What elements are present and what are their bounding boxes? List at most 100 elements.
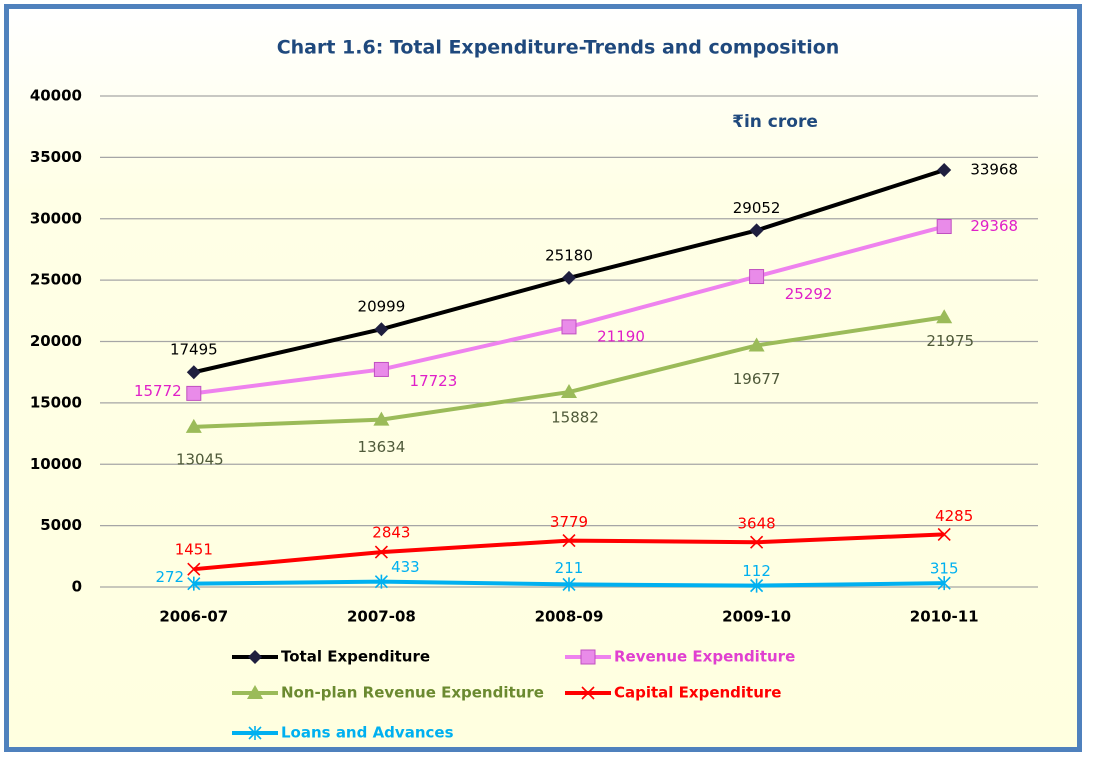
data-label: 19677: [733, 370, 781, 388]
data-point: [749, 269, 765, 285]
legend-item: Revenue Expenditure: [565, 648, 795, 666]
marker-shape: [750, 535, 764, 549]
marker-shape: [373, 361, 389, 377]
marker-shape: [749, 269, 765, 285]
data-label: 2843: [372, 524, 410, 542]
legend-label: Total Expenditure: [281, 648, 430, 666]
data-point: [373, 361, 389, 377]
data-point: [186, 365, 201, 380]
data-label: 25180: [545, 246, 593, 264]
data-label: 17723: [410, 372, 458, 390]
data-label: 15882: [551, 409, 599, 427]
y-tick-label: 35000: [30, 148, 82, 166]
legend-item: Capital Expenditure: [565, 684, 781, 702]
marker-shape: [936, 219, 952, 235]
data-label: 21190: [597, 327, 645, 345]
legend-marker: [581, 686, 595, 700]
marker-shape: [748, 337, 765, 352]
chart-title: Chart 1.6: Total Expenditure-Trends and …: [277, 37, 840, 59]
x-tick-label: 2006-07: [159, 608, 228, 626]
legend-label: Non-plan Revenue Expenditure: [281, 684, 544, 702]
data-point: [186, 385, 202, 401]
data-point: [750, 535, 764, 549]
marker-shape: [561, 384, 577, 399]
legend-label: Capital Expenditure: [614, 684, 781, 702]
data-label: 433: [391, 558, 420, 576]
marker-shape: [186, 385, 202, 401]
marker-shape: [374, 574, 388, 589]
marker-shape: [937, 527, 951, 541]
marker-shape: [187, 576, 201, 591]
data-label: 3648: [738, 515, 776, 533]
y-tick-label: 20000: [30, 332, 82, 350]
data-point: [937, 527, 951, 541]
data-label: 29052: [733, 199, 781, 217]
data-label: 13045: [176, 450, 224, 468]
data-label: 21975: [926, 332, 974, 350]
marker-shape: [750, 578, 764, 593]
data-point: [748, 337, 765, 352]
legend-item: Loans and Advances: [232, 724, 454, 742]
x-tick-label: 2010-11: [910, 608, 979, 626]
y-tick-label: 0: [72, 578, 82, 596]
data-label: 315: [930, 560, 959, 578]
data-label: 4285: [935, 507, 973, 525]
y-tick-label: 5000: [40, 516, 82, 534]
legend-label: Loans and Advances: [281, 724, 454, 742]
marker-shape: [937, 576, 951, 591]
data-point: [187, 562, 201, 576]
data-label: 3779: [550, 513, 588, 531]
data-label: 25292: [785, 285, 833, 303]
marker-shape: [185, 418, 202, 433]
marker-shape: [187, 562, 201, 576]
data-label: 272: [155, 568, 184, 586]
marker-shape: [562, 270, 576, 285]
marker-shape: [937, 163, 952, 178]
x-tick-label: 2007-08: [347, 608, 416, 626]
legend-marker: [247, 685, 263, 699]
data-point: [937, 576, 951, 591]
data-label: 15772: [134, 382, 182, 400]
data-label: 20999: [358, 298, 406, 316]
data-point: [936, 219, 952, 235]
marker-shape: [561, 319, 577, 335]
legend-marker: [248, 726, 262, 740]
y-tick-label: 10000: [30, 455, 82, 473]
marker-shape: [581, 686, 595, 700]
data-point: [936, 309, 953, 324]
data-point: [750, 578, 764, 593]
data-point: [749, 223, 764, 238]
marker-shape: [749, 223, 764, 238]
data-point: [374, 574, 388, 589]
data-point: [562, 577, 576, 592]
marker-shape: [248, 650, 262, 664]
data-label: 211: [555, 559, 584, 577]
data-label: 33968: [970, 161, 1018, 179]
marker-shape: [562, 577, 576, 592]
data-label: 17495: [170, 341, 218, 359]
legend-marker: [580, 649, 596, 665]
data-label: 1451: [175, 541, 213, 559]
marker-shape: [936, 309, 953, 324]
legend-marker: [248, 650, 262, 664]
marker-shape: [373, 411, 390, 426]
data-point: [373, 411, 390, 426]
marker-shape: [247, 685, 263, 699]
x-tick-label: 2009-10: [722, 608, 791, 626]
marker-shape: [562, 534, 576, 548]
y-tick-label: 25000: [30, 271, 82, 289]
data-label: 112: [742, 562, 771, 580]
y-tick-label: 40000: [30, 87, 82, 105]
legend-item: Total Expenditure: [232, 648, 430, 666]
annotation: ₹in crore: [732, 112, 818, 132]
data-point: [187, 576, 201, 591]
y-tick-label: 15000: [30, 393, 82, 411]
data-point: [937, 163, 952, 178]
data-point: [562, 270, 576, 285]
data-point: [185, 418, 202, 433]
marker-shape: [248, 726, 262, 740]
data-point: [374, 545, 388, 559]
data-point: [561, 384, 577, 399]
